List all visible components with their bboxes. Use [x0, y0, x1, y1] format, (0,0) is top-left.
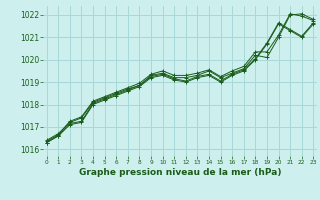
X-axis label: Graphe pression niveau de la mer (hPa): Graphe pression niveau de la mer (hPa) [79, 168, 281, 177]
